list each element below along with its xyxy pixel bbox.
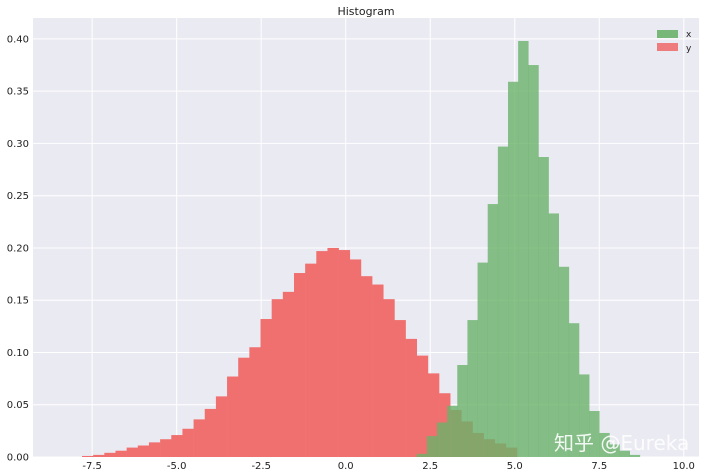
histogram-bar-x <box>568 323 580 457</box>
histogram-bar-y <box>338 250 351 457</box>
legend: x y <box>657 30 692 54</box>
y-tick-label: 0.30 <box>7 139 29 150</box>
x-tick-label: -2.5 <box>251 461 271 472</box>
histogram-bar-y <box>204 408 217 457</box>
histogram-bar-x <box>457 365 468 457</box>
histogram-bar-x <box>578 374 590 457</box>
histogram-bar-x <box>487 204 499 457</box>
legend-label-x: x <box>686 30 692 40</box>
y-tick-label: 0.00 <box>7 453 29 464</box>
histogram-bar-x <box>507 81 519 457</box>
histogram-bar-y <box>104 452 116 457</box>
y-tick-label: 0.40 <box>7 34 29 45</box>
y-axis-ticks: 0.00 0.05 0.10 0.15 0.20 0.25 0.30 0.35 0.40 <box>7 34 29 463</box>
histogram-bar-y <box>82 455 94 457</box>
histogram-bar-x <box>467 320 478 457</box>
histogram-bar-x <box>528 65 539 458</box>
x-axis-ticks: -7.5 -5.0 -2.5 0.0 2.5 5.0 7.5 10.0 <box>82 461 695 472</box>
histogram-bar-x <box>609 444 620 457</box>
histogram-bar-y <box>160 439 172 457</box>
series-x-bars <box>416 40 641 458</box>
histogram-bar-y <box>360 276 373 457</box>
x-tick-label: 0.0 <box>338 461 354 472</box>
y-tick-label: 0.35 <box>7 87 29 98</box>
x-tick-label: 5.0 <box>507 461 523 472</box>
histogram-bar-y <box>383 299 395 457</box>
histogram-bar-y <box>126 447 139 457</box>
histogram-bars <box>82 40 641 458</box>
histogram-bar-y <box>137 445 150 457</box>
histogram-bar-y <box>182 428 194 457</box>
histogram-bar-y <box>115 450 127 457</box>
y-tick-label: 0.25 <box>7 191 29 202</box>
histogram-bar-y <box>372 284 384 457</box>
y-tick-label: 0.20 <box>7 243 29 254</box>
x-tick-label: 2.5 <box>422 461 438 472</box>
histogram-bar-x <box>518 40 529 457</box>
x-tick-label: -5.0 <box>167 461 187 472</box>
histogram-bar-y <box>93 454 105 457</box>
x-tick-label: 7.5 <box>591 461 607 472</box>
series-y-bars <box>82 247 518 457</box>
histogram-bar-x <box>629 454 641 457</box>
histogram-bar-y <box>148 442 161 457</box>
histogram-bar-x <box>436 422 448 457</box>
histogram-bar-y <box>427 373 440 457</box>
histogram-bar-y <box>405 338 418 457</box>
x-tick-label: 10.0 <box>673 461 695 472</box>
histogram-bar-x <box>599 432 610 457</box>
histogram-bar-x <box>548 213 560 457</box>
histogram-bar-x <box>477 262 489 457</box>
histogram-bar-y <box>238 357 250 457</box>
legend-label-y: y <box>686 44 692 54</box>
histogram-bar-y <box>171 435 183 457</box>
histogram-bar-y <box>282 291 295 457</box>
chart-title: Histogram <box>337 5 394 18</box>
histogram-bar-y <box>327 247 339 457</box>
histogram-bar-x <box>589 411 600 457</box>
histogram-bar-y <box>305 263 317 457</box>
histogram-bar-y <box>193 419 206 457</box>
histogram-bar-y <box>215 396 228 457</box>
histogram-bar-y <box>394 320 406 457</box>
histogram-bar-x <box>558 266 570 457</box>
histogram-bar-x <box>447 405 458 457</box>
x-tick-label: -7.5 <box>82 461 102 472</box>
histogram-bar-x <box>416 453 428 457</box>
y-tick-label: 0.15 <box>7 296 29 307</box>
histogram-bar-y <box>271 299 284 457</box>
histogram-bar-x <box>497 146 509 458</box>
histogram-bar-y <box>316 251 328 457</box>
histogram-bar-y <box>416 355 429 457</box>
histogram-bar-y <box>260 319 272 457</box>
histogram-bar-y <box>249 347 261 457</box>
histogram-bar-y <box>227 376 239 457</box>
y-tick-label: 0.10 <box>7 348 29 359</box>
histogram-bar-x <box>538 157 549 457</box>
legend-swatch-y <box>657 43 678 51</box>
legend-swatch-x <box>657 30 678 38</box>
histogram-bar-x <box>619 450 630 457</box>
watermark: 知乎 @Eureka <box>554 431 689 455</box>
histogram-bar-x <box>426 436 438 457</box>
histogram-bar-y <box>349 259 362 457</box>
y-tick-label: 0.05 <box>7 400 29 411</box>
histogram-bar-y <box>293 273 306 457</box>
